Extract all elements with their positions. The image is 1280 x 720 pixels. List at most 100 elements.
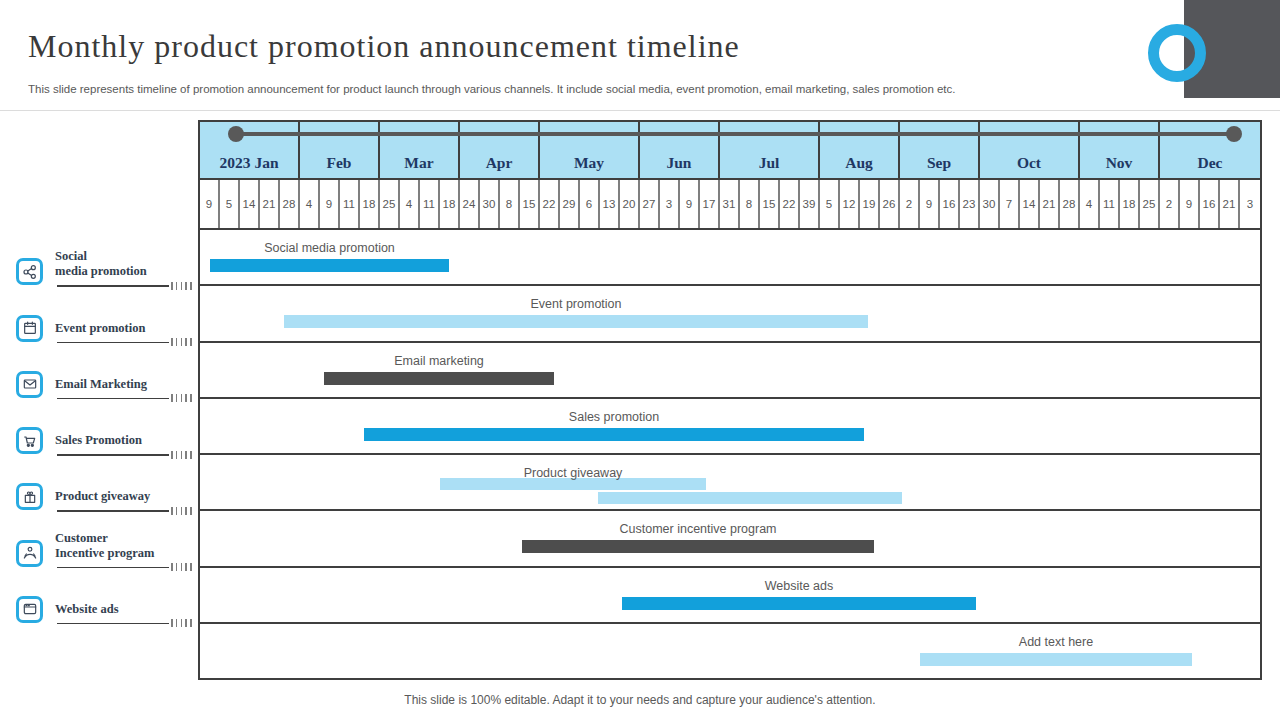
- gantt-row-social-media-promotion: Social media promotion: [200, 228, 1260, 284]
- tick-mark: [171, 563, 173, 571]
- connector-line: [57, 454, 169, 456]
- month-label: Feb: [327, 154, 352, 172]
- sidebar-label-line: media promotion: [55, 264, 147, 279]
- date-tick: 16: [1200, 180, 1220, 228]
- connector-line: [57, 567, 169, 569]
- date-tick: 30: [980, 180, 1000, 228]
- browser-icon: [22, 601, 38, 617]
- date-tick: 9: [1180, 180, 1200, 228]
- date-tick: 21: [1220, 180, 1240, 228]
- date-tick: 9: [200, 180, 220, 228]
- month-label: May: [574, 154, 604, 172]
- calendar-icon: [22, 320, 38, 336]
- email-icon-box: [16, 371, 43, 398]
- tick-mark: [190, 338, 192, 346]
- date-tick: 4: [400, 180, 420, 228]
- month-cell-mar: Mar: [380, 122, 460, 178]
- gantt-bar: [324, 372, 554, 385]
- date-tick: 11: [420, 180, 440, 228]
- sidebar-label-line: Email Marketing: [55, 377, 147, 392]
- sidebar-label-line: Event promotion: [55, 321, 145, 336]
- bar-label: Add text here: [1019, 635, 1093, 649]
- month-label: Oct: [1017, 154, 1041, 172]
- date-tick: 18: [360, 180, 380, 228]
- tick-mark: [176, 619, 178, 627]
- date-tick: 31: [720, 180, 740, 228]
- connector-ticks: [171, 563, 192, 571]
- sidebar-label-line: Sales Promotion: [55, 433, 142, 448]
- footer-note: This slide is 100% editable. Adapt it to…: [0, 693, 1280, 707]
- date-tick: 15: [520, 180, 540, 228]
- month-label: Dec: [1198, 154, 1223, 172]
- date-tick: 22: [540, 180, 560, 228]
- sidebar-item-label: Socialmedia promotion: [55, 249, 147, 279]
- month-header-row: 2023 JanFebMarAprMayJunJulAugSepOctNovDe…: [200, 122, 1260, 180]
- date-tick: 5: [820, 180, 840, 228]
- sidebar-label-line: Customer: [55, 531, 154, 546]
- bar-label: Event promotion: [530, 297, 621, 311]
- gift-icon: [22, 489, 38, 505]
- connector-ticks: [171, 282, 192, 290]
- tick-mark: [190, 563, 192, 571]
- bar-label: Social media promotion: [264, 241, 395, 255]
- date-tick: 4: [1080, 180, 1100, 228]
- month-cell-nov: Nov: [1080, 122, 1160, 178]
- email-icon: [22, 376, 38, 392]
- tick-mark: [171, 451, 173, 459]
- connector-ticks: [171, 338, 192, 346]
- connector-ticks: [171, 394, 192, 402]
- date-tick: 7: [1000, 180, 1020, 228]
- tick-mark: [181, 338, 183, 346]
- date-tick: 21: [1040, 180, 1060, 228]
- gantt-bar: [622, 597, 976, 610]
- tick-mark: [181, 563, 183, 571]
- gift-icon-box: [16, 483, 43, 510]
- gantt-row-event-promotion: Event promotion: [200, 284, 1260, 340]
- connector-line: [57, 342, 169, 344]
- header-divider: [0, 110, 1280, 111]
- date-tick: 3: [660, 180, 680, 228]
- bar-label: Customer incentive program: [619, 522, 776, 536]
- sidebar-item-label: CustomerIncentive program: [55, 531, 154, 561]
- cart-icon-box: [16, 427, 43, 454]
- month-label: Jun: [667, 154, 692, 172]
- tick-mark: [171, 619, 173, 627]
- tick-mark: [181, 394, 183, 402]
- date-tick: 6: [580, 180, 600, 228]
- tick-mark: [190, 451, 192, 459]
- gantt-row-website-ads: Website ads: [200, 566, 1260, 622]
- tick-mark: [176, 282, 178, 290]
- timeline-end-dot-icon: [1226, 126, 1242, 142]
- month-label: Jul: [759, 154, 780, 172]
- date-tick: 13: [600, 180, 620, 228]
- gantt-row-sales-promotion: Sales promotion: [200, 397, 1260, 453]
- gantt-row-email-marketing: Email marketing: [200, 341, 1260, 397]
- gantt-rows: Social media promotion Event promotion Ema…: [200, 228, 1260, 678]
- gantt-bar: [522, 540, 874, 553]
- date-tick: 8: [500, 180, 520, 228]
- date-tick: 27: [640, 180, 660, 228]
- month-cell-may: May: [540, 122, 640, 178]
- date-tick: 23: [960, 180, 980, 228]
- date-tick: 11: [340, 180, 360, 228]
- logo-ring-icon: [1148, 24, 1206, 82]
- date-tick: 14: [1020, 180, 1040, 228]
- calendar-icon-box: [16, 315, 43, 342]
- sidebar-item-label: Email Marketing: [55, 377, 147, 392]
- connector-line: [57, 285, 169, 287]
- sidebar-label-line: Website ads: [55, 602, 119, 617]
- month-label: Sep: [927, 154, 951, 172]
- slide-canvas: Monthly product promotion announcement t…: [0, 0, 1280, 720]
- date-tick: 25: [380, 180, 400, 228]
- connector-ticks: [171, 619, 192, 627]
- month-cell-feb: Feb: [300, 122, 380, 178]
- sidebar-item-label: Website ads: [55, 602, 119, 617]
- date-tick: 22: [780, 180, 800, 228]
- tick-mark: [185, 451, 187, 459]
- page-title: Monthly product promotion announcement t…: [28, 28, 740, 65]
- tick-mark: [176, 451, 178, 459]
- gantt-bar: [210, 259, 449, 272]
- sidebar-item-label: Event promotion: [55, 321, 145, 336]
- month-label: Nov: [1106, 154, 1133, 172]
- date-tick: 20: [620, 180, 640, 228]
